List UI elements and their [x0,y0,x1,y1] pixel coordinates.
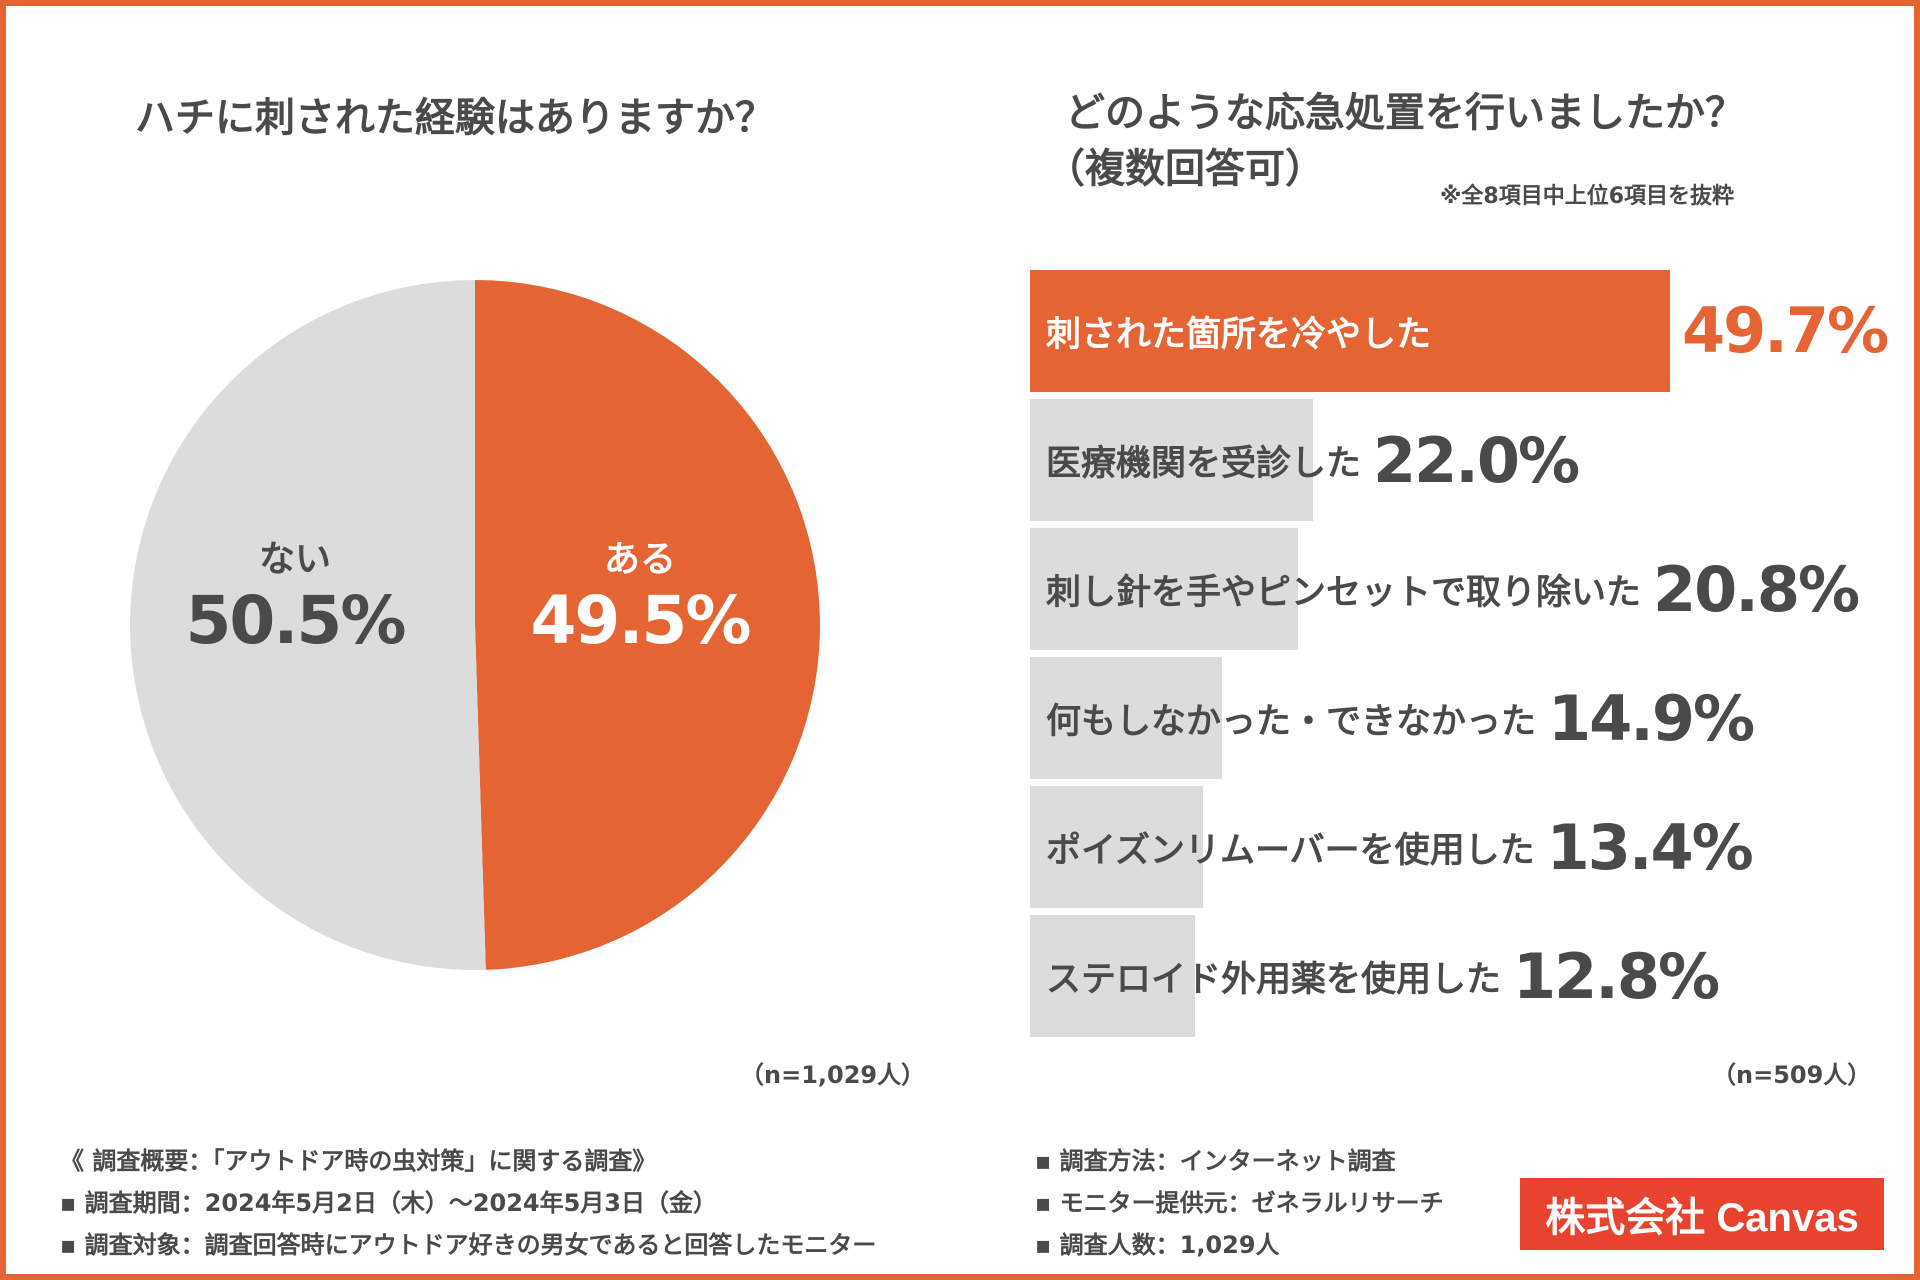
survey-overview-right: ▪ 調査方法：インターネット調査 ▪ モニター提供元：ゼネラルリサーチ ▪ 調査… [1035,1140,1444,1266]
bar-value-label: 22.0% [1373,423,1580,497]
bar [1030,270,1670,392]
bar-text-group: 刺し針を手やピンセットで取り除いた 20.8% [1046,528,1860,650]
bar-value-label: 14.9% [1548,681,1755,755]
survey-overview-left: 《 調査概要：「アウトドア時の虫対策」に関する調査》 ▪ 調査期間：2024年5… [60,1140,876,1266]
bar [1030,657,1222,779]
bar-category-label: ポイズンリムーバーを使用した [1046,830,1535,871]
bar-value-label: 20.8% [1653,552,1860,626]
bar-text-group: 刺された箇所を冷やした 49.7% [1046,270,1889,392]
pie-slice-value-yes: 49.5% [530,582,752,659]
bar-value-label: 12.8% [1513,939,1720,1013]
bar [1030,786,1203,908]
bar-text-group: 何もしなかった・できなかった 14.9% [1046,657,1755,779]
bar-sample-size: （n=509人） [1712,1061,1872,1089]
survey-title: 《 調査概要：「アウトドア時の虫対策」に関する調査》 [60,1147,657,1175]
bar-row: ステロイド外用薬を使用した 12.8% [1030,915,1890,1037]
pie-slice-value-no: 50.5% [185,582,407,659]
bar-row: 医療機関を受診した 22.0% [1030,399,1890,521]
bar-chart-title-line1: どのような応急処置を行いましたか？ [1065,90,1745,136]
bar-row: 刺し針を手やピンセットで取り除いた 20.8% [1030,528,1890,650]
bar [1030,915,1195,1037]
bar-chart-title-line2: （複数回答可） [1045,146,1325,192]
pie-slice-label-yes: ある [603,539,676,580]
bar-value-label: 13.4% [1546,810,1754,884]
bar-text-group: ポイズンリムーバーを使用した 13.4% [1046,786,1754,908]
bar-category-label: 刺し針を手やピンセットで取り除いた [1046,572,1642,613]
bar-category-label: ステロイド外用薬を使用した [1046,959,1502,1000]
bar-row: ポイズンリムーバーを使用した 13.4% [1030,786,1890,908]
bar-row: 刺された箇所を冷やした 49.7% [1030,270,1890,392]
survey-period: ▪ 調査期間：2024年5月2日（木）～2024年5月3日（金） [60,1189,718,1217]
pie-sample-size: （n=1,029人） [740,1061,926,1089]
bar-category-label: 何もしなかった・できなかった [1046,701,1537,742]
bar [1030,528,1298,650]
survey-target: ▪ 調査対象：調査回答時にアウトドア好きの男女であると回答したモニター [60,1231,877,1259]
bar-value-label: 49.7% [1682,294,1889,367]
pie-slice-yes [475,280,821,970]
survey-provider: ▪ モニター提供元：ゼネラルリサーチ [1035,1189,1444,1217]
pie-chart [130,280,821,970]
bar-text-group: 医療機関を受診した 22.0% [1046,399,1580,521]
pie-slice-label-no: ない [258,539,331,580]
pie-label-no: ない 50.5% [175,530,415,659]
pie-label-yes: ある 49.5% [520,530,760,659]
bar [1030,399,1313,521]
bar-text-group: ステロイド外用薬を使用した 12.8% [1046,915,1720,1037]
survey-method: ▪ 調査方法：インターネット調査 [1035,1147,1396,1175]
bar-chart-title: どのような応急処置を行いましたか？ （複数回答可） [1045,85,1745,197]
bar-row: 何もしなかった・できなかった 14.9% [1030,657,1890,779]
bar-category-label: 医療機関を受診した [1046,443,1362,484]
bar-chart-note: ※全8項目中上位6項目を抜粋 [1440,184,1735,209]
pie-chart-title: ハチに刺された経験はありますか？ [135,95,775,141]
pie-slice-no [130,280,486,970]
bar-category-label: 刺された箇所を冷やした [1046,314,1432,355]
survey-count: ▪ 調査人数：1,029人 [1035,1231,1280,1259]
company-logo: 株式会社 Canvas [1520,1178,1884,1250]
bar-chart: 刺された箇所を冷やした 49.7% 医療機関を受診した 22.0% 刺し針を手やピンセッ… [1030,270,1890,1040]
